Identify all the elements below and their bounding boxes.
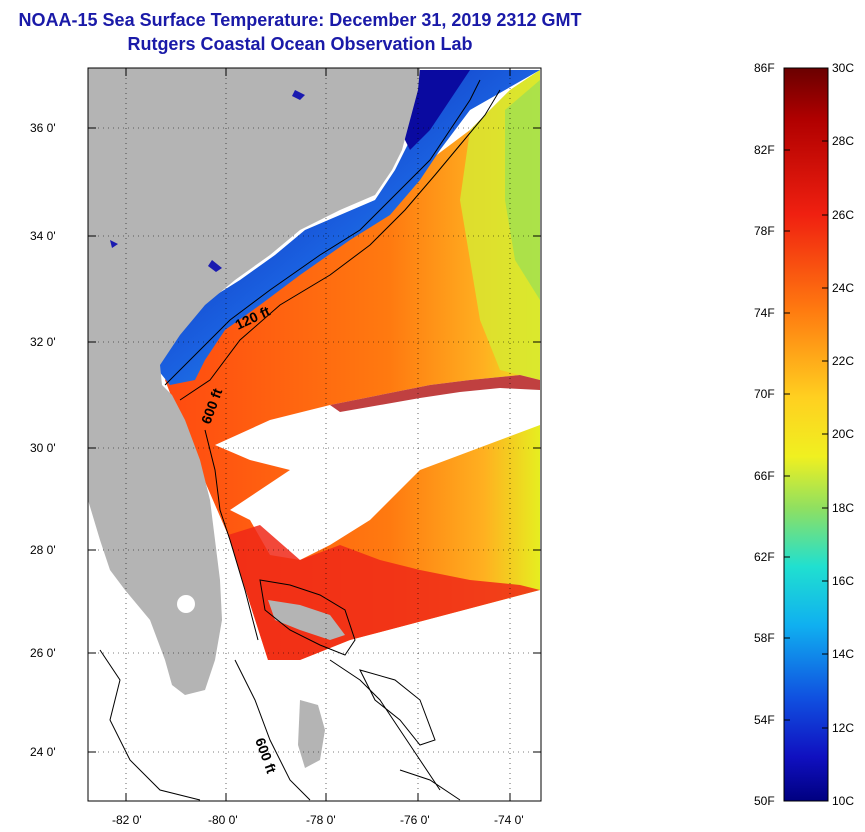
land-southeast-us <box>88 68 420 695</box>
lon-label-76: -76 0' <box>400 813 430 827</box>
colorbar-c-30: 30C <box>832 61 854 75</box>
lake-okeechobee <box>177 595 195 613</box>
cloud-band <box>215 375 540 560</box>
colorbar-f-66: 66F <box>754 469 775 483</box>
axis-ticks <box>88 68 541 801</box>
colorbar <box>783 67 829 802</box>
map-title: NOAA-15 Sea Surface Temperature: Decembe… <box>18 10 582 30</box>
lake-nc-2 <box>208 260 222 272</box>
map-border <box>87 67 542 802</box>
cloud-band-dark-edge <box>330 375 540 412</box>
colorbar-c-12: 12C <box>832 721 854 735</box>
lat-label-28: 28 0' <box>30 543 56 557</box>
colorbar-f-62: 62F <box>754 550 775 564</box>
lake-nc-1 <box>292 90 305 100</box>
colorbar-f-54: 54F <box>754 713 775 727</box>
land-bahamas-grand <box>268 600 345 640</box>
lon-label-74: -74 0' <box>494 813 524 827</box>
colorbar-c-16: 16C <box>832 574 854 588</box>
colorbar-f-74: 74F <box>754 306 775 320</box>
lat-label-36: 36 0' <box>30 121 56 135</box>
colorbar-c-28: 28C <box>832 134 854 148</box>
lake-nc-3 <box>110 240 118 248</box>
land-bahamas-andros <box>298 700 325 768</box>
bathymetry-contours <box>99 79 501 801</box>
colorbar-f-78: 78F <box>754 224 775 238</box>
lat-label-26: 26 0' <box>30 646 56 660</box>
colorbar-ticks <box>784 67 828 729</box>
map-subtitle: Rutgers Coastal Ocean Observation Lab <box>127 34 473 54</box>
lake-small <box>99 601 107 609</box>
colorbar-c-10: 10C <box>832 794 854 808</box>
lat-label-30: 30 0' <box>30 441 56 455</box>
lon-label-78: -78 0' <box>306 813 336 827</box>
colorbar-f-86: 86F <box>754 61 775 75</box>
lon-label-82: -82 0' <box>112 813 142 827</box>
colorbar-c-24: 24C <box>832 281 854 295</box>
lat-label-32: 32 0' <box>30 335 56 349</box>
colorbar-c-14: 14C <box>832 647 854 661</box>
lon-label-80: -80 0' <box>208 813 238 827</box>
colorbar-f-58: 58F <box>754 631 775 645</box>
colorbar-c-26: 26C <box>832 208 854 222</box>
colorbar-f-50: 50F <box>754 794 775 808</box>
colorbar-c-22: 22C <box>832 354 854 368</box>
colorbar-c-18: 18C <box>832 501 854 515</box>
ocean-green-patch <box>505 80 540 300</box>
lat-label-24: 24 0' <box>30 745 56 759</box>
colorbar-f-70: 70F <box>754 387 775 401</box>
colorbar-c-20: 20C <box>832 427 854 441</box>
graticule <box>88 68 541 801</box>
colorbar-f-82: 82F <box>754 143 775 157</box>
lat-label-34: 34 0' <box>30 229 56 243</box>
